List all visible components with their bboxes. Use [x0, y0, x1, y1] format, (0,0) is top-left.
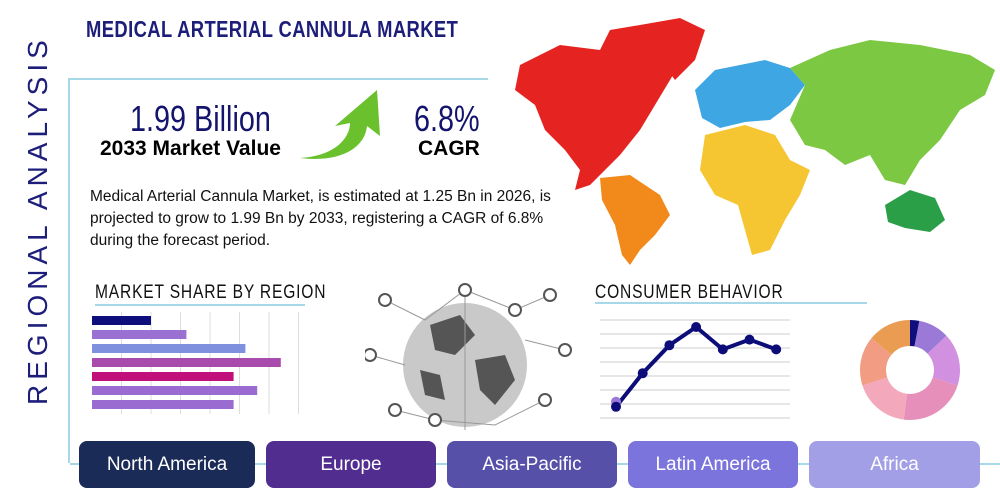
- market-description: Medical Arterial Cannula Market, is esti…: [90, 188, 551, 249]
- market-value-label: 2033 Market Value: [100, 137, 281, 160]
- world-map: [515, 18, 995, 265]
- growth-arrow-icon: [300, 90, 380, 159]
- data-point: [717, 344, 728, 355]
- data-point: [637, 368, 648, 379]
- region-button-north-america[interactable]: North America: [79, 441, 255, 488]
- data-point: [744, 334, 755, 345]
- cagr-value: 6.8%: [414, 98, 480, 139]
- market-value: 1.99 Billion: [130, 98, 271, 139]
- map-north-america: [515, 25, 685, 190]
- frame-divider: [68, 78, 488, 80]
- region-button-europe[interactable]: Europe: [266, 441, 436, 488]
- donut-slice: [862, 377, 907, 420]
- map-europe: [695, 60, 805, 128]
- heading-underline: [595, 302, 867, 304]
- bar: [92, 344, 246, 353]
- region-button-latin-america[interactable]: Latin America: [628, 441, 798, 488]
- data-point: [771, 344, 782, 355]
- bar: [92, 330, 187, 339]
- map-africa: [700, 125, 810, 255]
- bar: [92, 316, 151, 325]
- region-button-africa[interactable]: Africa: [809, 441, 980, 488]
- frame-divider: [68, 78, 70, 463]
- market-share-heading: MARKET SHARE BY REGION: [95, 282, 327, 303]
- map-south-america: [600, 175, 670, 265]
- donut-slice: [903, 377, 958, 420]
- bar: [92, 372, 234, 381]
- consumer-donut-chart: [860, 320, 960, 420]
- side-label: REGIONAL ANALYSIS: [22, 35, 53, 405]
- data-point: [611, 401, 621, 412]
- consumer-behavior-heading: CONSUMER BEHAVIOR: [595, 282, 784, 303]
- heading-underline: [95, 304, 305, 306]
- bar: [92, 358, 281, 367]
- globe-network-illustration: [365, 283, 572, 430]
- region-button-asia-pacific[interactable]: Asia-Pacific: [447, 441, 617, 488]
- page-title: MEDICAL ARTERIAL CANNULA MARKET: [86, 16, 459, 42]
- bar: [92, 400, 234, 409]
- donut-slice: [927, 335, 960, 386]
- cagr-label: CAGR: [418, 137, 480, 160]
- bar: [92, 386, 258, 395]
- data-point: [691, 322, 702, 332]
- donut-slice: [860, 338, 892, 386]
- donut-slice: [871, 320, 910, 355]
- market-share-bar-chart: [92, 312, 299, 414]
- donut-slice: [910, 320, 920, 347]
- map-asia: [790, 40, 995, 185]
- donut-slice: [914, 320, 947, 354]
- map-australia: [885, 190, 945, 232]
- consumer-line-chart: [600, 319, 790, 419]
- data-point: [664, 340, 675, 351]
- map-greenland: [640, 18, 705, 80]
